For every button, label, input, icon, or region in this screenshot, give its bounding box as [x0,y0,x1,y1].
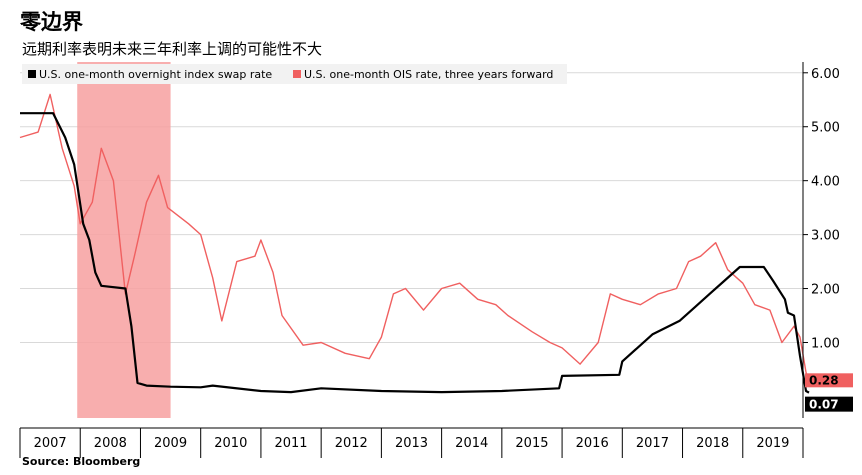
x-tick-label: 2014 [455,436,488,451]
legend-swatch [28,70,36,78]
recession-shade [77,62,171,418]
y-tick-label: 4.00 [811,175,840,190]
legend-swatch [293,70,301,78]
x-tick-label: 2010 [214,436,247,451]
x-tick-label: 2013 [395,436,428,451]
y-tick-label: 5.00 [811,121,840,136]
y-tick-label: 3.00 [811,229,840,244]
x-tick-label: 2009 [154,436,187,451]
series-line-ois-forward [19,93,810,382]
x-tick-label: 2017 [636,436,669,451]
x-tick-label: 2019 [756,436,789,451]
series-line-ois-rate [20,112,810,394]
end-label-forward: 0.28 [809,373,839,387]
recession-band [77,62,171,418]
x-tick-label: 2012 [335,436,368,451]
x-tick-label: 2015 [515,436,548,451]
legend-label: U.S. one-month overnight index swap rate [39,68,272,81]
y-tick-label: 6.00 [811,67,840,82]
x-axis: 2007 2008 2009 2010 2011 2012 2013 2014 2015 2016… [19,427,804,458]
x-tick-label: 2008 [94,436,127,451]
end-label-bg-forward [805,373,853,388]
x-tick-label: 2007 [34,436,67,451]
source-note: Source: Bloomberg [22,455,141,468]
page-title: 零边界 [20,10,83,34]
legend: U.S. one-month overnight index swap rate… [22,64,567,84]
y-axis: 6.00 5.00 4.00 3.00 2.00 1.00 [802,62,840,418]
x-tick-label: 2018 [696,436,729,451]
end-label-rate: 0.07 [809,398,839,412]
x-tick-label: 2016 [576,436,609,451]
end-labels: 0.28 0.07 [805,373,853,412]
series-layer [19,93,810,394]
end-label-bg-rate [805,396,853,412]
y-tick-label: 1.00 [811,336,840,351]
legend-label: U.S. one-month OIS rate, three years for… [304,68,553,81]
x-tick-label: 2011 [274,436,307,451]
page-subtitle: 远期利率表明未来三年利率上调的可能性不大 [22,40,323,58]
y-tick-label: 2.00 [811,283,840,298]
